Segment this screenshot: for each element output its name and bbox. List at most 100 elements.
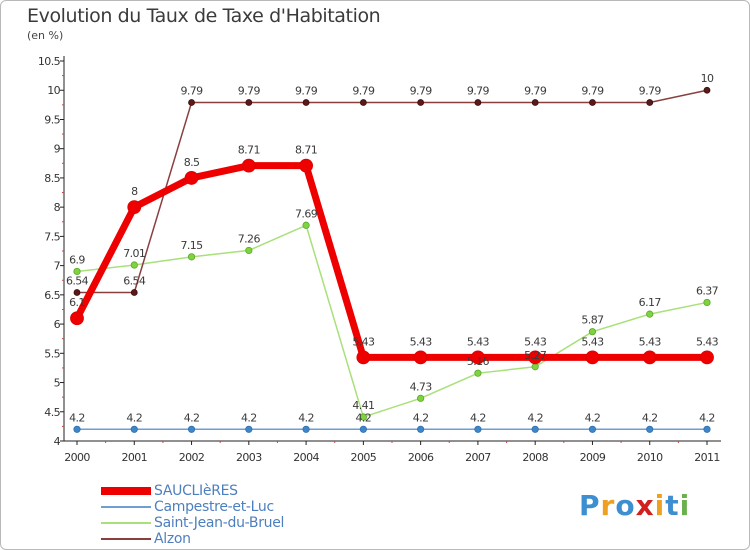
data-point-alzon [646, 99, 654, 106]
data-label-campestre-et-luc: 4.2 [527, 411, 543, 424]
data-point-campestre-et-luc [588, 425, 597, 433]
data-point-saint-jean-du-bruel [302, 221, 310, 229]
data-point-sauclieres [700, 350, 714, 365]
legend-item-saint-jean-du-bruel: Saint-Jean-du-Bruel [101, 515, 284, 531]
data-point-alzon [531, 99, 539, 106]
x-tick-label: 2010 [637, 451, 663, 464]
data-point-campestre-et-luc [417, 425, 425, 433]
legend-label: Campestre-et-Luc [154, 499, 274, 515]
data-label-campestre-et-luc: 4.2 [699, 411, 715, 424]
data-label-alzon: 9.79 [238, 85, 261, 98]
data-point-alzon [245, 99, 253, 106]
logo-letter: r [600, 489, 616, 522]
data-label-saint-jean-du-bruel: 5.27 [524, 349, 547, 362]
data-label-sauclieres: 8.71 [238, 144, 260, 157]
chart-axes: 4 4.5 5 5.5 6 6.5 7 7.5 8 8.5 9 9.5 10 10.5 2000 2001 20… [38, 55, 721, 464]
y-tick-label: 8.5 [44, 172, 60, 185]
x-tick-label: 2004 [293, 451, 319, 464]
data-point-sauclieres [356, 350, 371, 365]
data-point-saint-jean-du-bruel [359, 413, 367, 421]
x-tick-label: 2009 [580, 451, 606, 464]
x-tick-label: 2007 [465, 451, 491, 464]
data-label-alzon: 9.79 [295, 85, 318, 98]
data-point-campestre-et-luc [245, 425, 253, 433]
y-tick-label: 9.5 [44, 113, 60, 126]
data-label-saint-jean-du-bruel: 7.26 [238, 232, 261, 245]
x-tick-label: 2002 [179, 451, 205, 464]
x-tick-label: 2006 [408, 451, 434, 464]
data-label-saint-jean-du-bruel: 7.15 [180, 239, 203, 252]
logo-letter: P [579, 489, 601, 522]
legend-item-sauclieres: SAUCLIèRES [101, 483, 284, 499]
legend-swatch [101, 522, 151, 524]
legend-item-alzon: Alzon [101, 531, 284, 547]
series-line-saint-jean-du-bruel [76, 224, 708, 418]
data-label-campestre-et-luc: 4.2 [642, 411, 658, 424]
data-point-alzon [474, 99, 482, 106]
data-point-saint-jean-du-bruel [130, 261, 138, 269]
y-tick-label: 7.5 [44, 230, 60, 243]
y-tick-label: 5 [54, 377, 61, 390]
data-label-sauclieres: 5.43 [410, 335, 433, 348]
data-point-campestre-et-luc [703, 425, 711, 433]
data-label-saint-jean-du-bruel: 6.9 [69, 253, 85, 266]
data-label-alzon: 6.54 [66, 275, 89, 288]
data-label-alzon: 9.79 [352, 85, 375, 98]
y-tick-label: 10 [47, 84, 60, 97]
y-tick-label: 6.5 [44, 289, 60, 302]
data-point-alzon [417, 99, 425, 106]
data-label-sauclieres: 5.43 [467, 335, 490, 348]
data-label-alzon: 9.79 [581, 85, 604, 98]
data-label-saint-jean-du-bruel: 4.41 [352, 399, 374, 412]
data-label-sauclieres: 5.43 [352, 335, 375, 348]
logo-letter: i [654, 489, 666, 522]
y-tick-label: 8 [54, 201, 61, 214]
data-label-saint-jean-du-bruel: 5.16 [467, 355, 490, 368]
data-point-sauclieres [70, 311, 84, 326]
data-label-alzon: 9.79 [524, 85, 547, 98]
logo-letter: i [679, 489, 691, 522]
data-label-alzon: 6.54 [123, 275, 146, 288]
y-tick-label: 9 [54, 143, 61, 156]
data-point-sauclieres [471, 350, 485, 365]
data-point-saint-jean-du-bruel [187, 253, 196, 261]
data-point-campestre-et-luc [531, 425, 539, 433]
data-point-campestre-et-luc [302, 425, 310, 433]
data-point-saint-jean-du-bruel [474, 369, 482, 377]
legend-label: Saint-Jean-du-Bruel [154, 515, 285, 531]
data-label-campestre-et-luc: 4.2 [184, 411, 200, 424]
line-chart: 4 4.5 5 5.5 6 6.5 7 7.5 8 8.5 9 9.5 10 10.5 2000 2001 20… [38, 55, 721, 464]
data-label-sauclieres: 6.1 [69, 296, 85, 309]
data-point-campestre-et-luc [130, 425, 138, 433]
series-line-sauclieres [73, 162, 711, 361]
data-label-campestre-et-luc: 4.2 [298, 411, 314, 424]
y-tick-label: 7 [54, 260, 61, 273]
logo-letter: x [635, 489, 655, 522]
data-point-sauclieres [299, 158, 313, 173]
y-tick-label: 4.5 [44, 406, 60, 419]
proxiti-logo: Proxiti [579, 489, 690, 522]
data-label-campestre-et-luc: 4.2 [126, 411, 142, 424]
legend-label: SAUCLIèRES [154, 483, 238, 499]
data-label-sauclieres: 5.43 [639, 335, 662, 348]
data-label-alzon: 10 [701, 72, 714, 85]
legend-swatch [101, 538, 151, 540]
data-point-saint-jean-du-bruel [646, 310, 654, 318]
series-line-alzon [76, 89, 708, 294]
data-label-sauclieres: 8.5 [184, 156, 200, 169]
data-point-alzon [302, 99, 310, 106]
logo-letter: o [615, 489, 636, 522]
data-label-saint-jean-du-bruel: 7.69 [295, 207, 318, 220]
y-tick-label: 6 [54, 318, 61, 331]
data-label-campestre-et-luc: 4.2 [241, 411, 257, 424]
data-label-saint-jean-du-bruel: 7.01 [123, 247, 145, 260]
data-label-alzon: 9.79 [639, 85, 662, 98]
data-point-saint-jean-du-bruel [245, 246, 253, 255]
data-label-saint-jean-du-bruel: 4.73 [410, 380, 433, 393]
data-point-saint-jean-du-bruel [703, 298, 711, 307]
legend-swatch [101, 506, 151, 508]
data-label-campestre-et-luc: 4.2 [356, 411, 372, 424]
logo-letter: t [665, 489, 680, 522]
data-point-saint-jean-du-bruel [588, 328, 597, 336]
